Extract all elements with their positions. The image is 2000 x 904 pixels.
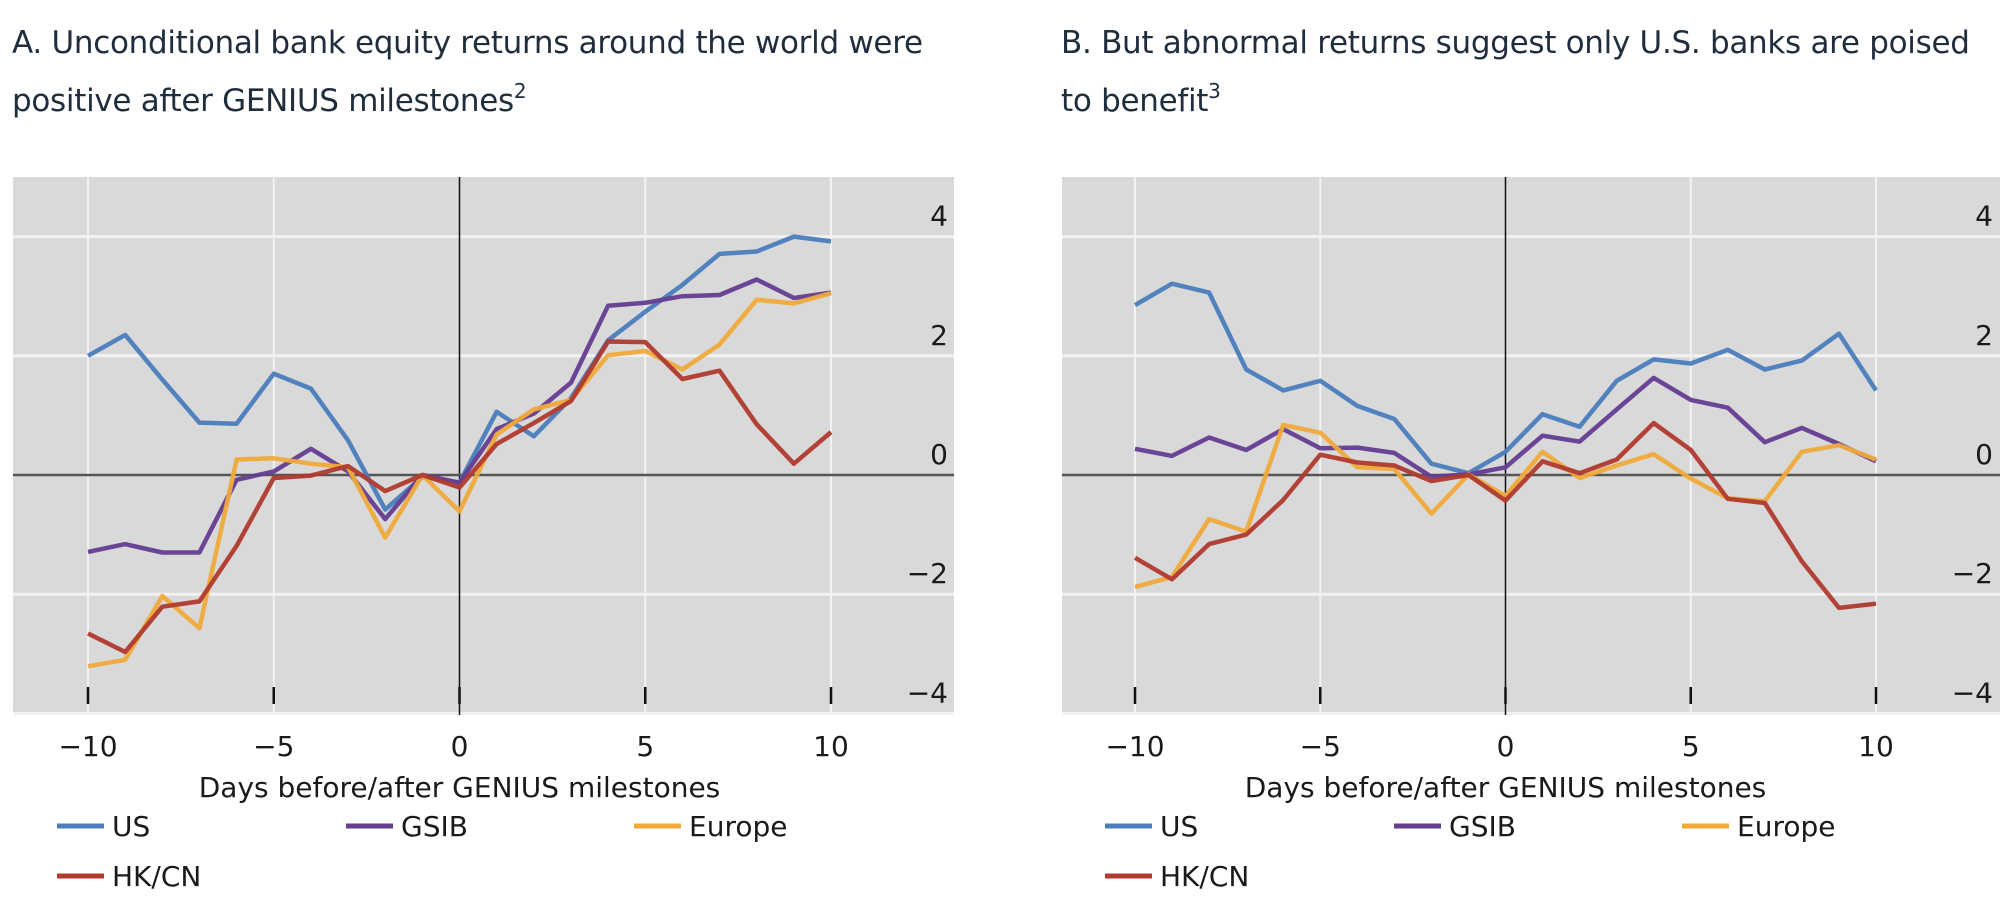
panel-b-legend-item: GSIB <box>1394 810 1516 843</box>
panel-b-legend-label: Europe <box>1737 810 1835 843</box>
panel-a-legend-label: Europe <box>689 810 787 843</box>
panel-a-footnote-marker: 2 <box>513 79 527 103</box>
panel-b-footnote-marker: 3 <box>1208 79 1221 103</box>
panel-a-ytick-label: −2 <box>907 557 948 590</box>
panel-a-ytick-label: 0 <box>930 438 948 471</box>
panel-a-x-axis-label: Days before/after GENIUS milestones <box>199 771 721 804</box>
panel-a-ytick-label: 4 <box>930 200 948 233</box>
panel-a-xtick-label: 0 <box>451 730 469 763</box>
panel-b-legend-item: HK/CN <box>1105 860 1249 893</box>
panel-b-ytick-label: −2 <box>1952 557 1993 590</box>
panel-b-legend-label: GSIB <box>1449 810 1516 843</box>
panel-a-xtick-label: 5 <box>636 730 654 763</box>
panel-b-title-line-1: B. But abnormal returns suggest only U.S… <box>1061 25 1970 61</box>
panel-b-legend-item: Europe <box>1682 810 1835 843</box>
panel-a-legend-item: US <box>57 810 150 843</box>
panel-b-title-line-2: to benefit3 <box>1061 72 1970 130</box>
panel-b-xtick-label: 5 <box>1682 730 1700 763</box>
panel-b-series-us <box>1133 281 1878 476</box>
panel-b-legend-label: HK/CN <box>1160 860 1249 893</box>
panel-a-legend-item: GSIB <box>346 810 468 843</box>
panel-b-xtick-label: −5 <box>1300 730 1341 763</box>
panel-a-legend-item: HK/CN <box>57 860 201 893</box>
panel-a-ytick-label: −4 <box>907 676 948 709</box>
panel-a-chart: 4 2 0 −2 −4 −10 −5 0 5 10 Days before/after GENIUS… <box>13 177 954 893</box>
panel-a-title: A. Unconditional bank equity returns aro… <box>12 14 923 130</box>
panel-a-xtick-label: −5 <box>253 730 294 763</box>
panel-b-ytick-label: 2 <box>1975 319 1993 352</box>
panel-b-chart: 4 2 0 −2 −4 −10 −5 0 5 10 Days before/after GENIUS… <box>1062 177 2000 893</box>
panel-b-title: B. But abnormal returns suggest only U.S… <box>1061 14 1970 130</box>
panel-a-legend-item: Europe <box>634 810 787 843</box>
panel-a-xtick-label: −10 <box>58 730 117 763</box>
panel-b-x-axis-label: Days before/after GENIUS milestones <box>1245 771 1767 804</box>
panel-a-ytick-label: 2 <box>930 319 948 352</box>
panel-b-xtick-label: 0 <box>1497 730 1515 763</box>
panel-b-ytick-label: −4 <box>1952 676 1993 709</box>
panel-a-title-line-1: A. Unconditional bank equity returns aro… <box>12 25 923 61</box>
panel-a-series-europe <box>87 291 832 669</box>
panel-a-title-line-2: positive after GENIUS milestones2 <box>12 72 923 130</box>
panel-b-ytick-label: 4 <box>1975 200 1993 233</box>
panel-a-legend-label: GSIB <box>401 810 468 843</box>
panel-b-series-gsib <box>1134 375 1877 480</box>
panel-a-title-line-2-text: positive after GENIUS milestones <box>12 83 514 119</box>
panel-a-series-gsib <box>87 277 832 555</box>
panel-a-legend-label: US <box>112 810 150 843</box>
panel-b-xtick-label: 10 <box>1858 730 1894 763</box>
panel-a-series-hk-cn <box>86 339 833 655</box>
panel-b-legend-item: US <box>1105 810 1198 843</box>
panel-a-xtick-label: 10 <box>813 730 849 763</box>
panel-b-xtick-label: −10 <box>1105 730 1164 763</box>
panel-b-legend-label: US <box>1160 810 1198 843</box>
panel-a-legend-label: HK/CN <box>112 860 201 893</box>
panel-b-series-hk-cn <box>1133 420 1877 611</box>
panel-b-ytick-label: 0 <box>1975 438 1993 471</box>
panel-b-title-line-2-text: to benefit <box>1061 83 1209 119</box>
